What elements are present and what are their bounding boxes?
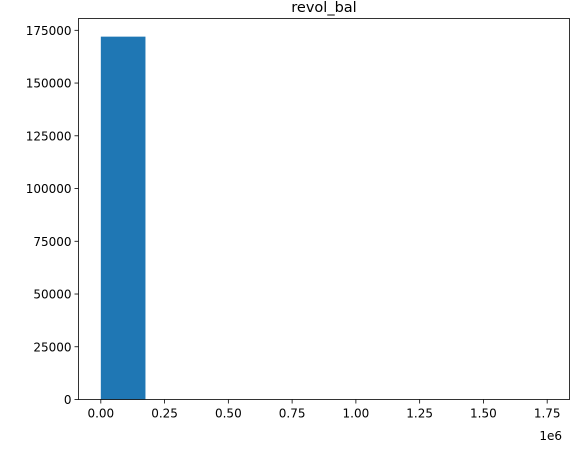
y-tick-label: 150000 <box>26 77 72 91</box>
x-axis-ticks: 0.00 0.25 0.50 0.75 1.00 1.25 1.50 1.75 <box>87 399 561 421</box>
axes-frame <box>78 18 570 400</box>
y-tick-label: 0 <box>64 393 72 407</box>
x-tick-label: 1.50 <box>470 407 497 421</box>
x-tick-label: 0.75 <box>279 407 306 421</box>
bars-group <box>100 36 146 400</box>
y-axis-ticks: 0 25000 50000 75000 100000 125000 150000 175000 <box>26 24 79 407</box>
y-tick-label: 125000 <box>26 129 72 143</box>
y-tick-label: 175000 <box>26 24 72 38</box>
x-tick-label: 1.75 <box>534 407 561 421</box>
histogram-bar <box>100 36 146 400</box>
y-tick-label: 25000 <box>33 340 71 354</box>
chart-title: revol_bal <box>291 0 356 16</box>
x-tick-label: 1.00 <box>343 407 370 421</box>
y-tick-label: 50000 <box>33 288 71 302</box>
x-tick-label: 0.50 <box>215 407 242 421</box>
y-tick-label: 75000 <box>33 235 71 249</box>
x-tick-label: 0.25 <box>151 407 178 421</box>
x-tick-label: 0.00 <box>87 407 114 421</box>
y-tick-label: 100000 <box>26 182 72 196</box>
x-axis-multiplier-label: 1e6 <box>539 429 562 443</box>
x-tick-label: 1.25 <box>406 407 433 421</box>
